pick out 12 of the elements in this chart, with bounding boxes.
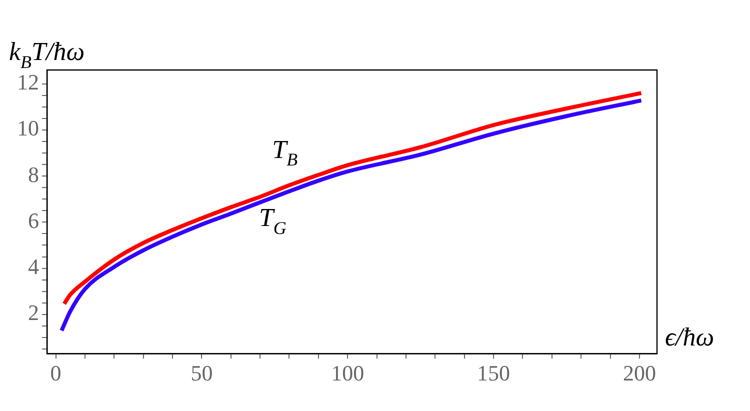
y-tick-label: 2 [28,300,39,326]
x-axis-title: ϵ/ħω [665,322,714,352]
y-tick-label: 10 [17,116,39,141]
y-tick-label: 4 [28,254,39,280]
x-tick-label: 50 [190,360,213,386]
x-tick-label: 200 [622,360,656,386]
y-tick-label: 6 [28,208,39,233]
x-tick-label: 150 [477,360,510,386]
y-tick-label: 8 [28,162,39,187]
x-tick-label: 100 [331,360,364,386]
x-tick-label: 0 [50,360,62,386]
y-tick-label: 12 [17,70,39,95]
